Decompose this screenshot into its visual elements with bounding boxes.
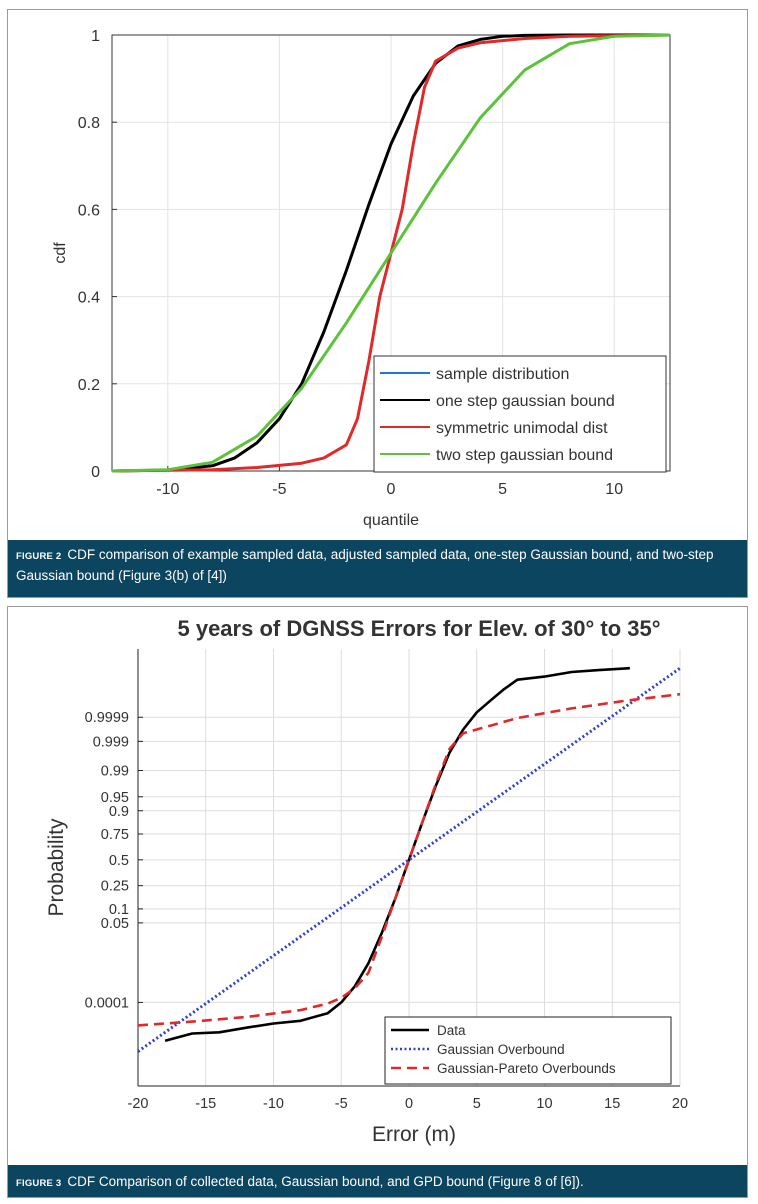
legend-box [373, 355, 667, 473]
x-tick-label: 10 [605, 481, 623, 498]
y-axis-label: Probability [45, 818, 68, 917]
figure-2-caption: FIGURE 2 CDF comparison of example sample… [8, 540, 747, 597]
figure-2-panel: -10 -5 0 5 10 0 0.2 0.4 0.6 0.8 1 quantile cdf sample… [7, 9, 748, 598]
x-tick-label: -5 [335, 1096, 348, 1112]
cdf-chart: -10 -5 0 5 10 0 0.2 0.4 0.6 0.8 1 quantile cdf sample… [52, 28, 671, 529]
x-tick-label: -20 [128, 1096, 149, 1112]
y-tick-label: 0.0001 [85, 995, 129, 1011]
x-tick-label: -15 [195, 1096, 216, 1112]
y-tick-label: 0.9999 [85, 710, 129, 726]
x-tick-label: 5 [473, 1096, 481, 1112]
y-tick-label: 0.8 [78, 115, 100, 132]
legend-label-gaussian-overbound: Gaussian Overbound [437, 1042, 565, 1057]
y-tick-label: 0.25 [101, 879, 129, 895]
x-tick-label: -10 [263, 1096, 284, 1112]
y-tick-label: 0.999 [93, 734, 129, 750]
legend-label-data: Data [437, 1023, 466, 1038]
y-axis-label: cdf [52, 242, 69, 264]
legend-label-gaussian-pareto-overbounds: Gaussian-Pareto Overbounds [437, 1061, 616, 1076]
x-tick-label: 5 [498, 481, 507, 498]
series-line-two-step-gaussian-bound [111, 33, 671, 473]
chart-title: 5 years of DGNSS Errors for Elev. of 30°… [177, 616, 660, 641]
y-tick-label: 0.1 [109, 902, 129, 918]
y-tick-label: 0.95 [101, 790, 129, 806]
figure-3-caption-label: FIGURE 3 [16, 1178, 62, 1189]
y-tick-label: 0.6 [78, 202, 100, 219]
y-tick-label: 1 [91, 28, 100, 45]
x-tick-label: -10 [156, 481, 179, 498]
figure-2-caption-text: CDF comparison of example sampled data, … [16, 547, 714, 583]
dgnss-probability-chart: 5 years of DGNSS Errors for Elev. of 30°… [45, 616, 688, 1146]
legend-label-symmetric-unimodal-dist: symmetric unimodal dist [436, 420, 608, 437]
x-tick-label: 0 [405, 1096, 413, 1112]
y-tick-label: 0.75 [101, 827, 129, 843]
series-line-data [164, 666, 630, 1043]
y-tick-label: 0.4 [78, 290, 100, 307]
x-axis-label: Error (m) [372, 1123, 456, 1146]
y-tick-label: 0.9 [109, 804, 129, 820]
series-line-one-step-gaussian-bound [111, 33, 670, 473]
y-tick-label: 0 [91, 464, 100, 481]
figure-3-caption-text: CDF Comparison of collected data, Gaussi… [67, 1174, 584, 1189]
legend-box [384, 1016, 672, 1085]
x-tick-label: 20 [672, 1096, 688, 1112]
y-tick-label: 0.05 [101, 916, 129, 932]
legend-label-one-step-gaussian-bound: one step gaussian bound [436, 393, 615, 410]
figure-2-caption-label: FIGURE 2 [16, 551, 62, 562]
x-tick-label: -5 [272, 481, 286, 498]
y-tick-label: 0.2 [78, 377, 100, 394]
figure-3-caption: FIGURE 3 CDF Comparison of collected data… [8, 1165, 747, 1197]
x-axis-label: quantile [363, 512, 419, 529]
legend-label-two-step-gaussian-bound: two step gaussian bound [436, 447, 613, 464]
y-tick-label: 0.99 [101, 764, 129, 780]
figure-3-panel: 5 years of DGNSS Errors for Elev. of 30°… [7, 606, 748, 1198]
legend-label-sample-distribution: sample distribution [436, 366, 569, 383]
x-tick-label: 15 [604, 1096, 620, 1112]
x-tick-label: 10 [536, 1096, 552, 1112]
series-line-gaussian-pareto-overbounds [137, 692, 681, 1027]
y-tick-label: 0.5 [109, 853, 129, 869]
x-tick-label: 0 [387, 481, 396, 498]
